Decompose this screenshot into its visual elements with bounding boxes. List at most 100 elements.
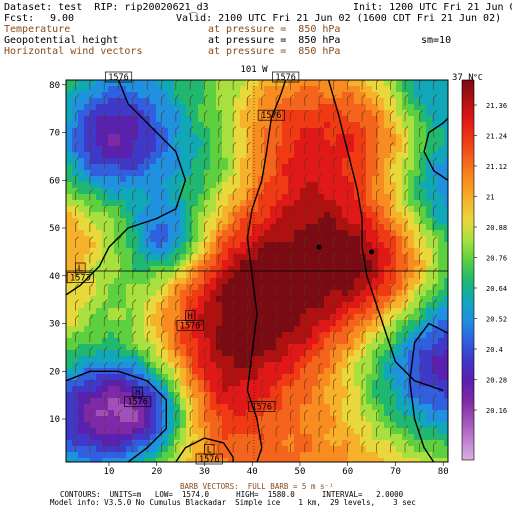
wind-barb	[132, 378, 137, 390]
contour-label: 1576	[252, 402, 272, 412]
wind-barb	[232, 141, 237, 154]
temperature-cell	[372, 362, 379, 369]
temperature-cell	[324, 80, 331, 87]
temperature-cell	[330, 314, 337, 321]
temperature-cell	[258, 350, 265, 357]
temperature-cell	[282, 458, 289, 462]
temperature-cell	[396, 110, 403, 117]
temperature-cell	[288, 260, 295, 267]
temperature-cell	[264, 410, 271, 417]
temperature-cell	[438, 158, 445, 165]
temperature-cell	[288, 146, 295, 153]
temperature-cell	[108, 422, 115, 429]
temperature-cell	[432, 398, 439, 405]
temperature-cell	[348, 410, 355, 417]
temperature-cell	[348, 218, 355, 225]
wind-barb	[390, 409, 394, 421]
temperature-cell	[84, 194, 91, 201]
temperature-cell	[90, 200, 97, 207]
temperature-cell	[246, 434, 253, 441]
temperature-cell	[324, 320, 331, 327]
temperature-cell	[132, 440, 139, 447]
temperature-cell	[276, 446, 283, 453]
temperature-cell	[360, 296, 367, 303]
temperature-cell	[156, 440, 163, 447]
temperature-cell	[180, 314, 187, 321]
temperature-cell	[198, 398, 205, 405]
temperature-cell	[318, 146, 325, 153]
temperature-cell	[396, 248, 403, 255]
wind-barb	[261, 220, 265, 232]
wind-barb	[318, 141, 323, 154]
temperature-cell	[414, 182, 421, 189]
wind-barb	[433, 299, 437, 311]
temperature-cell	[438, 152, 445, 159]
height-contour	[66, 370, 167, 462]
temperature-cell	[180, 422, 187, 429]
temperature-cell	[414, 380, 421, 387]
temperature-cell	[396, 344, 403, 351]
temperature-cell	[324, 92, 331, 99]
temperature-cell	[378, 416, 385, 423]
temperature-cell	[66, 386, 73, 393]
temperature-cell	[378, 386, 385, 393]
temperature-cell	[114, 422, 121, 429]
temperature-cell	[66, 278, 73, 285]
temperature-cell	[78, 104, 85, 111]
wind-barb	[404, 110, 409, 122]
temperature-cell	[132, 368, 139, 375]
temperature-cell	[108, 326, 115, 333]
temperature-cell	[306, 296, 313, 303]
temperature-cell	[126, 140, 133, 147]
wind-barb	[89, 315, 94, 327]
wind-barb	[161, 362, 165, 374]
temperature-cell	[198, 188, 205, 195]
temperature-cell	[126, 320, 133, 327]
wind-barb	[189, 441, 194, 453]
temperature-cell	[372, 218, 379, 225]
temperature-cell	[72, 230, 79, 237]
wind-barb	[103, 283, 108, 295]
temperature-cell	[174, 332, 181, 339]
temperature-cell	[252, 92, 259, 99]
temperature-cell	[312, 458, 319, 462]
temperature-cell	[444, 422, 448, 429]
temperature-cell	[108, 320, 115, 327]
temperature-cell	[264, 212, 271, 219]
wind-barb	[347, 425, 351, 437]
temperature-cell	[294, 134, 301, 141]
wind-barb	[146, 110, 151, 122]
temperature-cell	[258, 104, 265, 111]
temperature-cell	[342, 326, 349, 333]
temperature-cell	[108, 458, 115, 462]
temperature-cell	[288, 158, 295, 165]
wind-barb	[361, 330, 366, 343]
wind-barb	[161, 94, 165, 106]
temperature-cell	[390, 332, 397, 339]
temperature-cell	[384, 452, 391, 459]
temperature-cell	[252, 284, 259, 291]
temperature-cell	[348, 140, 355, 147]
temperature-cell	[108, 146, 115, 153]
colorbar-tick-label: 20.88	[486, 224, 507, 232]
temperature-cell	[138, 296, 145, 303]
wind-barb	[103, 330, 108, 343]
temperature-cell	[252, 80, 259, 87]
temperature-cell	[102, 134, 109, 141]
temperature-cell	[432, 428, 439, 435]
wind-barb	[175, 236, 180, 248]
temperature-cell	[372, 182, 379, 189]
temperature-cell	[228, 296, 235, 303]
temperature-cell	[174, 182, 181, 189]
wind-barb	[376, 425, 380, 437]
wind-barb	[232, 409, 237, 421]
contour-label: H	[188, 312, 193, 322]
temperature-cell	[246, 350, 253, 357]
temperature-cell	[132, 80, 139, 87]
wind-barb	[261, 126, 265, 138]
temperature-cell	[270, 338, 277, 345]
temperature-cell	[420, 266, 427, 273]
temperature-cell	[306, 242, 313, 249]
temperature-cell	[234, 140, 241, 147]
temperature-cell	[210, 398, 217, 405]
